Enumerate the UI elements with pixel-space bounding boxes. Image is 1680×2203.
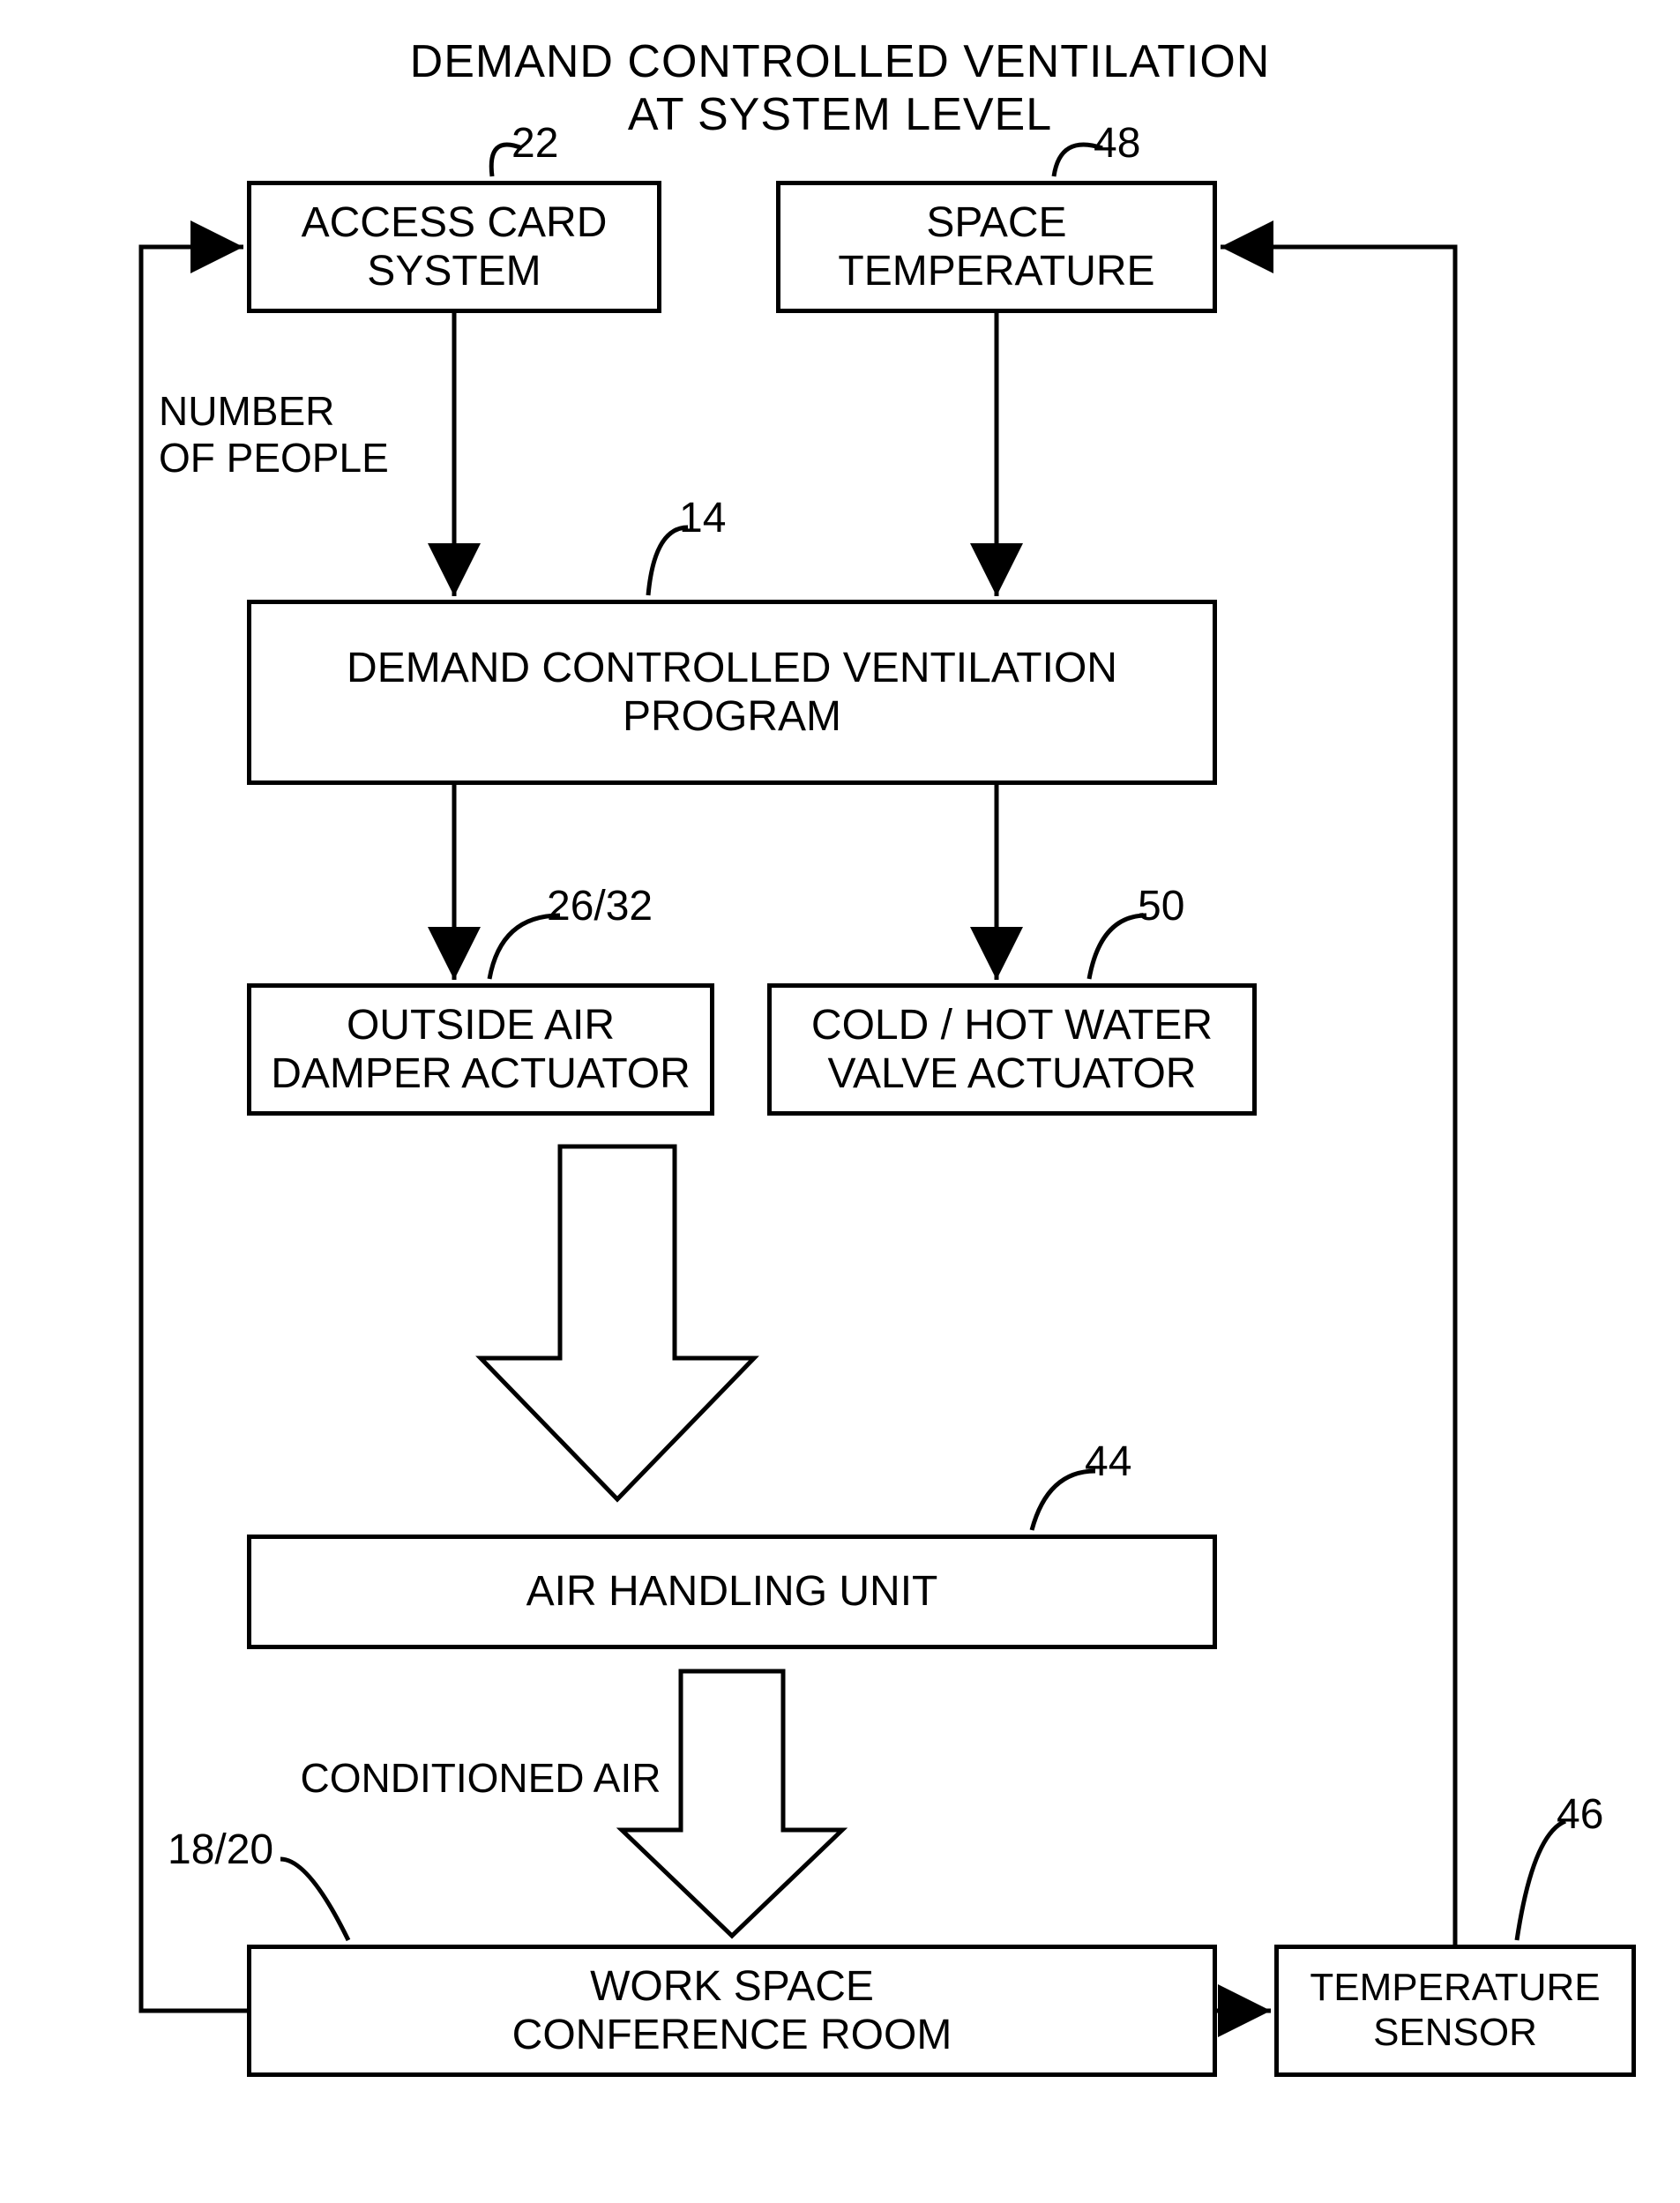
ref-46: 46	[1557, 1790, 1603, 1839]
ref-44: 44	[1085, 1438, 1131, 1486]
node-label: TEMPERATURESENSOR	[1310, 1966, 1600, 2055]
edge-label-conditioned: CONDITIONED AIR	[291, 1755, 670, 1802]
node-label: AIR HANDLING UNIT	[526, 1567, 938, 1616]
edge-label-num-people: NUMBEROF PEOPLE	[159, 388, 423, 482]
node-label: DEMAND CONTROLLED VENTILATIONPROGRAM	[347, 644, 1117, 741]
arrow-workspace-to-access	[141, 247, 247, 2011]
node-temp-sensor: TEMPERATURESENSOR	[1274, 1945, 1636, 2077]
node-label: WORK SPACECONFERENCE ROOM	[512, 1962, 952, 2059]
node-label: SPACETEMPERATURE	[838, 198, 1154, 295]
node-label: ACCESS CARDSYSTEM	[302, 198, 608, 295]
node-ahu: AIR HANDLING UNIT	[247, 1535, 1217, 1649]
ref-18-20: 18/20	[168, 1826, 273, 1874]
ref-26-32: 26/32	[547, 882, 653, 930]
node-valve: COLD / HOT WATERVALVE ACTUATOR	[767, 983, 1257, 1116]
node-damper: OUTSIDE AIRDAMPER ACTUATOR	[247, 983, 714, 1116]
node-space-temp: SPACETEMPERATURE	[776, 181, 1217, 313]
ref-50: 50	[1138, 882, 1184, 930]
flowchart-canvas: DEMAND CONTROLLED VENTILATION AT SYSTEM …	[0, 0, 1680, 2203]
node-label: COLD / HOT WATERVALVE ACTUATOR	[811, 1001, 1213, 1098]
block-arrow-to-workspace	[622, 1671, 842, 1936]
node-dcv-program: DEMAND CONTROLLED VENTILATIONPROGRAM	[247, 600, 1217, 785]
ref-22: 22	[511, 119, 558, 168]
leader-46	[1517, 1821, 1565, 1940]
node-access-card: ACCESS CARDSYSTEM	[247, 181, 661, 313]
node-label: OUTSIDE AIRDAMPER ACTUATOR	[271, 1001, 691, 1098]
node-workspace: WORK SPACECONFERENCE ROOM	[247, 1945, 1217, 2077]
leader-18-20	[280, 1859, 348, 1940]
ref-48: 48	[1094, 119, 1140, 168]
block-arrow-to-ahu	[481, 1146, 754, 1499]
ref-14: 14	[679, 494, 726, 542]
diagram-title-line2: AT SYSTEM LEVEL	[0, 88, 1680, 141]
diagram-title-line1: DEMAND CONTROLLED VENTILATION	[0, 35, 1680, 88]
